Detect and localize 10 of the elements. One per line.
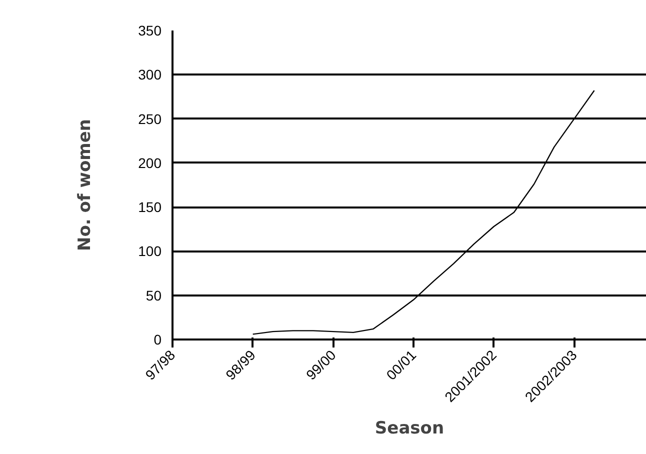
y-tick-label: 200 xyxy=(138,154,162,171)
x-axis-title: Season xyxy=(374,418,444,439)
y-tick-label: 0 xyxy=(154,332,162,348)
y-tick-label: 100 xyxy=(138,243,162,260)
y-tick-label: 300 xyxy=(138,66,162,83)
y-tick-label: 150 xyxy=(138,199,162,216)
y-axis-title: No. of women xyxy=(75,118,96,252)
y-tick-label: 50 xyxy=(146,287,162,304)
y-tick-label: 250 xyxy=(138,110,162,127)
y-tick-label: 350 xyxy=(138,22,162,38)
